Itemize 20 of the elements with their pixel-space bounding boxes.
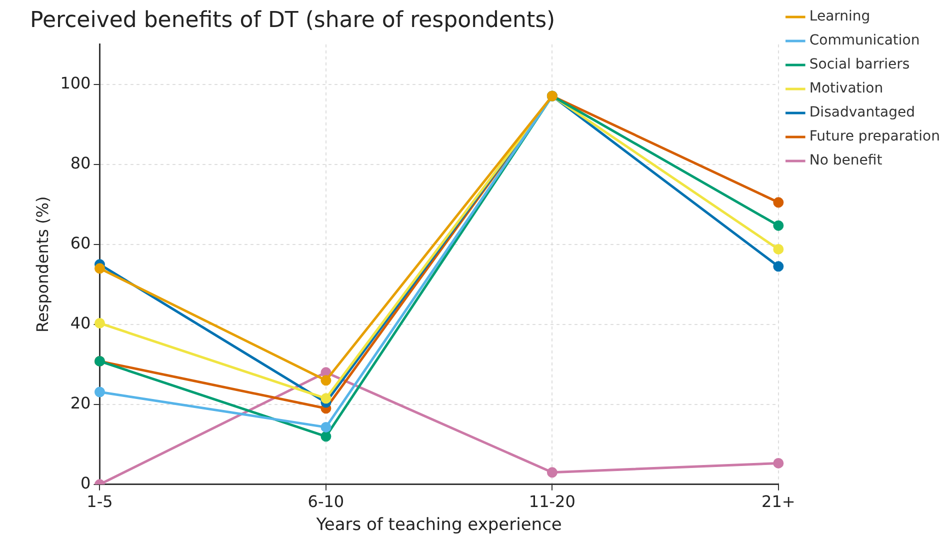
y-axis-title: Respondents (%) [32, 196, 52, 332]
legend-label: Motivation [809, 80, 884, 97]
y-tick-label: 0 [80, 474, 91, 493]
chart-title: Perceived benefits of DT (share of respondents) [30, 8, 556, 33]
y-tick-label: 100 [60, 74, 91, 93]
legend-label: Learning [809, 8, 870, 25]
x-tick-label: 11-20 [528, 492, 576, 512]
y-tick-label: 80 [70, 154, 91, 173]
y-tick-label: 40 [70, 314, 91, 333]
y-tick-label: 20 [70, 394, 91, 413]
legend-label: Future preparation [809, 128, 940, 145]
x-axis-title: Years of teaching experience [315, 515, 562, 536]
x-tick-label: 1-5 [86, 492, 113, 512]
legend-label: Disadvantaged [809, 104, 916, 121]
legend-label: Communication [809, 32, 920, 49]
legend-label: Social barriers [809, 56, 910, 73]
x-tick-label: 21+ [762, 492, 796, 512]
y-tick-label: 60 [70, 234, 91, 253]
x-tick-label: 6-10 [308, 492, 344, 512]
legend-label: No benefit [809, 152, 883, 169]
